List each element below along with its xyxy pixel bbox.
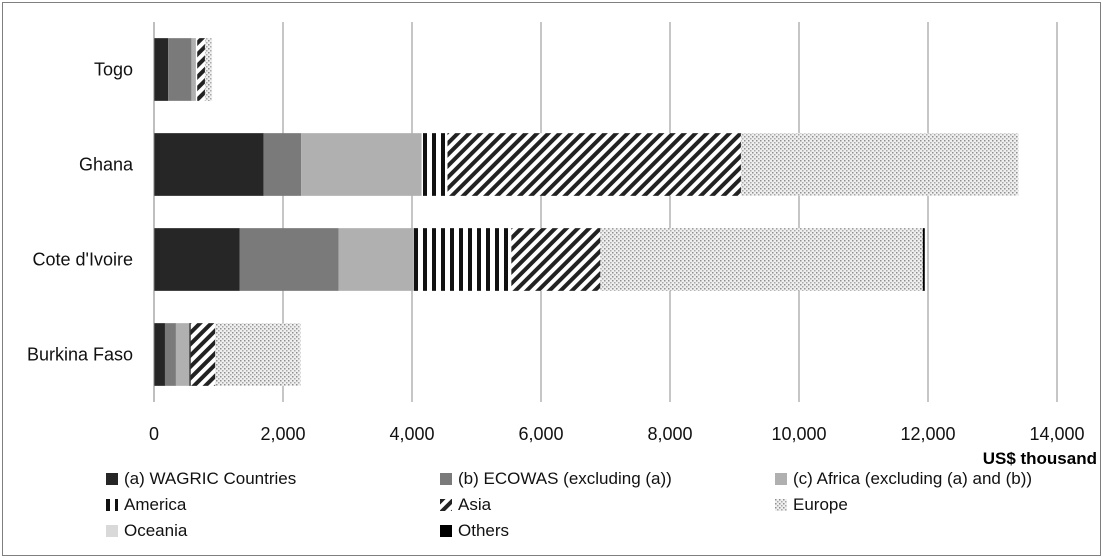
y-category-label: Burkina Faso — [27, 345, 133, 365]
bar-segment — [197, 38, 205, 101]
bar-segment — [175, 323, 190, 386]
axes: 0 2,000 4,000 6,000 8,000 10,000 12,000 14,000 T… — [27, 22, 1085, 444]
bars — [154, 38, 1019, 386]
bar-segment — [189, 323, 191, 386]
bar-segment — [600, 228, 923, 291]
bar-segment — [154, 228, 240, 291]
bar-segment — [190, 323, 216, 386]
x-tick-label: 2,000 — [260, 424, 305, 444]
bar-segment — [413, 228, 512, 291]
bar-segment — [164, 323, 176, 386]
bar-segment — [740, 133, 1019, 196]
bar-segment — [922, 228, 925, 291]
gridlines — [282, 22, 1058, 402]
x-axis-unit-label: US$ thousand — [983, 449, 1097, 468]
x-tick-label: 14,000 — [1029, 424, 1084, 444]
x-tick-label: 10,000 — [771, 424, 826, 444]
bar-segment — [447, 133, 741, 196]
bar-segment — [168, 38, 192, 101]
bar-segment — [263, 133, 302, 196]
x-tick-label: 12,000 — [900, 424, 955, 444]
x-tick-label: 8,000 — [647, 424, 692, 444]
bar-segment — [421, 133, 448, 196]
y-category-label: Togo — [94, 60, 133, 80]
bar-segment — [204, 38, 213, 101]
y-category-label: Ghana — [79, 155, 134, 175]
bar-segment — [239, 228, 339, 291]
x-tick-label: 4,000 — [389, 424, 434, 444]
bar-segment — [154, 38, 169, 101]
bar-segment — [511, 228, 601, 291]
bar-segment — [154, 323, 165, 386]
bar-segment — [338, 228, 414, 291]
bar-segment — [154, 133, 264, 196]
x-tick-label: 6,000 — [518, 424, 563, 444]
bar-segment — [195, 38, 198, 101]
y-category-label: Cote d'Ivoire — [33, 250, 134, 270]
bar-segment — [215, 323, 301, 386]
bar-segment — [301, 133, 422, 196]
x-tick-label: 0 — [149, 424, 159, 444]
bar-segment — [191, 38, 196, 101]
